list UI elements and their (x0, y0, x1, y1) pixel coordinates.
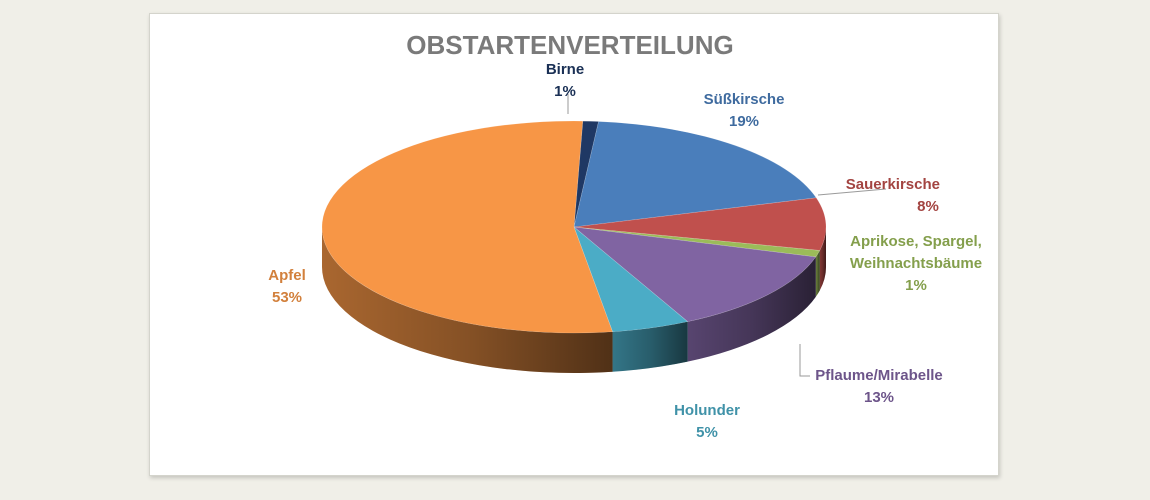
chart-card: OBSTARTENVERTEILUNG Birne 1% Süßkirsche 19%… (149, 13, 999, 476)
leader-line (817, 188, 887, 196)
slice-label-percent: 13% (864, 389, 894, 406)
data-labels: Birne 1% Süßkirsche 19% Sauerkirsche 8% Apriko… (268, 61, 982, 441)
pie-rim (322, 227, 826, 373)
pie-slice-aprikose-spargel-weihnachtsbäume (573, 226, 821, 258)
slice-label-percent: 5% (696, 424, 718, 441)
slice-label-percent: 8% (917, 198, 939, 215)
pie-rim-shading (819, 227, 826, 291)
slice-label-name: Aprikose, Spargel, (850, 233, 982, 250)
slice-label-percent: 1% (905, 277, 927, 294)
slice-label-percent: 19% (729, 113, 759, 130)
pie-slice-sauerkirsche (573, 197, 827, 251)
pie-slice-holunder (573, 226, 689, 333)
slice-label-name: Apfel (268, 267, 306, 284)
pie-rim-shading (612, 321, 688, 372)
pie-slice-süßkirsche (573, 121, 817, 228)
slice-label-name: Holunder (674, 402, 740, 419)
pie-slice-apfel (321, 120, 613, 334)
pie-slice-pflaume-mirabelle (573, 226, 817, 322)
pie-top (321, 120, 827, 334)
pie-rim-shading (322, 227, 613, 373)
slice-label-name: Birne (546, 61, 584, 78)
slice-label-name: Süßkirsche (704, 91, 785, 108)
slice-label-percent: 1% (554, 83, 576, 100)
pie-rim-shading (815, 250, 820, 297)
leader-lines (567, 94, 887, 377)
slice-label-name: Sauerkirsche (846, 176, 940, 193)
pie-rim-shading (687, 256, 816, 362)
chart-title: OBSTARTENVERTEILUNG (406, 30, 733, 60)
slice-label-percent: 53% (272, 289, 302, 306)
slice-label-name: Pflaume/Mirabelle (815, 367, 943, 384)
pie-slice-birne (573, 120, 599, 228)
pie-chart: OBSTARTENVERTEILUNG Birne 1% Süßkirsche 19%… (268, 30, 982, 441)
slice-label-name: Weihnachtsbäume (850, 255, 982, 272)
leader-line (799, 344, 810, 377)
